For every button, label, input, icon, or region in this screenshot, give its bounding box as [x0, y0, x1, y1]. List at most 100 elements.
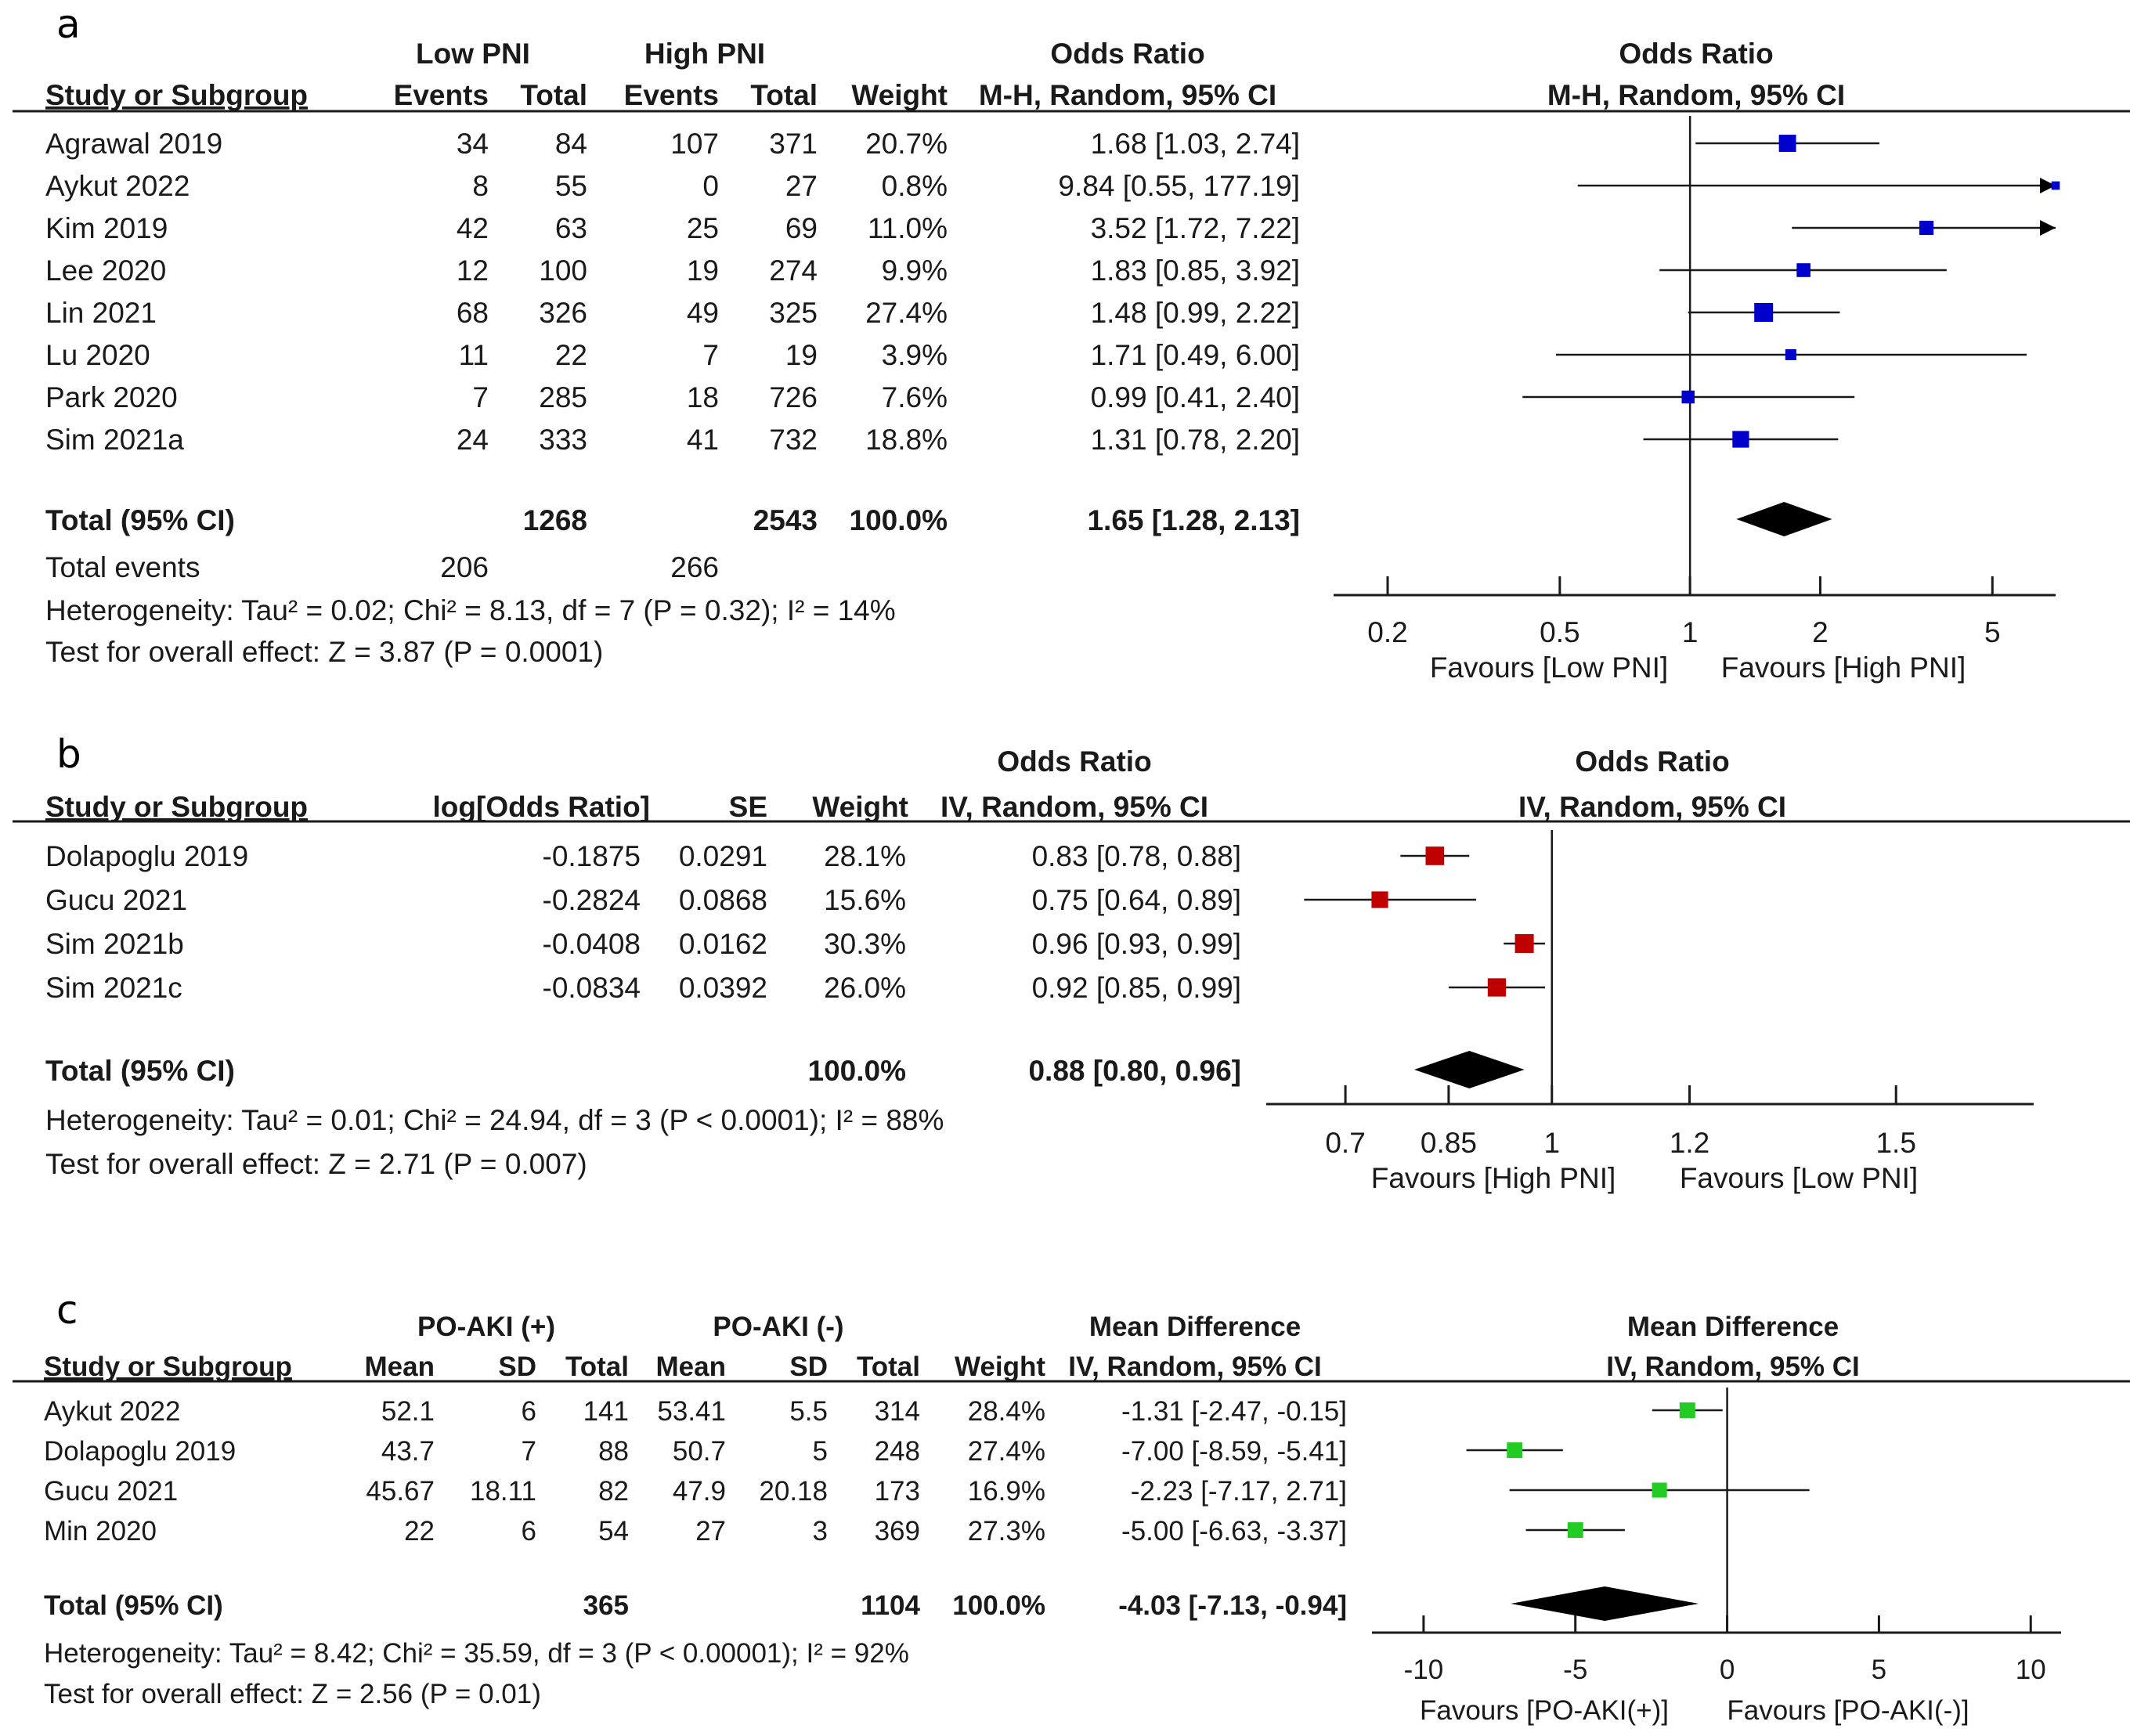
table-row: Lin 2021 68 326 49 325 27.4% 1.48 [0.99, 2.22] [45, 297, 1300, 329]
row-cell: 68 [457, 297, 489, 329]
table-body: Aykut 2022 52.1 6 141 53.41 5.5 314 28.4% -1.31 … [44, 1396, 1347, 1547]
favours-right-label: Favours [Low PNI] [1680, 1162, 1918, 1194]
row-cell: 100 [539, 254, 587, 287]
row-cell: 27 [785, 170, 818, 202]
effect-subheader: M-H, Random, 95% CI [979, 79, 1276, 111]
axis-tick-label: 5 [1872, 1655, 1886, 1685]
row-cell: 0.0392 [679, 972, 767, 1004]
favours-left-label: Favours [High PNI] [1371, 1162, 1616, 1194]
column-header: Events [624, 79, 719, 111]
table-header: Study or Subgroup log[Odds Ratio] SE Weight… [45, 745, 1786, 823]
panel-b: b Study or Subgroup log[Odds Ratio] SE Weigh… [13, 731, 2130, 1194]
study-marker-1 [1652, 1402, 1723, 1418]
table-row: Agrawal 2019 34 84 107 371 20.7% 1.68 [1.03, 2… [45, 128, 1300, 160]
row-cell: 12 [457, 254, 489, 287]
table-row: Park 2020 7 285 18 726 7.6% 0.99 [0.41, 2.40] [45, 381, 1300, 413]
axis-tick-label: 0.7 [1325, 1127, 1365, 1159]
table-row: Aykut 2022 8 55 0 27 0.8% 9.84 [0.55, 177.19] [45, 170, 1300, 202]
row-cell: 371 [769, 128, 818, 160]
table-row: Sim 2021b -0.0408 0.0162 30.3% 0.96 [0.93, 0… [45, 928, 1241, 960]
plot-header: Mean Difference [1627, 1312, 1839, 1342]
study-name: Aykut 2022 [45, 170, 190, 202]
row-cell: 15.6% [824, 884, 906, 916]
row-cell: 88 [598, 1436, 629, 1467]
study-marker-4 [1525, 1522, 1625, 1538]
row-cell: 285 [539, 381, 587, 413]
point-estimate-square [1679, 1402, 1695, 1418]
row-cell: 19 [785, 339, 818, 371]
study-marker-2 [1577, 178, 2060, 193]
row-cell: 325 [769, 297, 818, 329]
panel-c: c PO-AKI (+) PO-AKI (-) Study or Subgroup Me… [13, 1287, 2130, 1726]
axis-tick-label: 1.5 [1875, 1127, 1915, 1159]
total-cell: 2543 [753, 504, 818, 536]
pooled-diamond [1511, 1586, 1699, 1621]
row-cell: 34 [457, 128, 489, 160]
study-marker-3 [1504, 934, 1545, 953]
row-cell: 0.0162 [679, 928, 767, 960]
row-cell: 173 [875, 1476, 920, 1507]
study-name: Kim 2019 [45, 212, 168, 244]
row-cell: 30.3% [824, 928, 906, 960]
row-cell: -0.1875 [543, 840, 641, 872]
group-header: PO-AKI (+) [417, 1312, 555, 1342]
plot-header: Odds Ratio [1619, 38, 1773, 70]
row-cell: 5 [813, 1436, 828, 1467]
point-estimate-square [1567, 1522, 1583, 1538]
row-cell: 42 [457, 212, 489, 244]
point-estimate-square [1919, 220, 1934, 236]
table-row: Kim 2019 42 63 25 69 11.0% 3.52 [1.72, 7.22] [45, 212, 1300, 244]
row-cell: 248 [875, 1436, 920, 1467]
heterogeneity-text: Heterogeneity: Tau² = 0.01; Chi² = 24.94… [45, 1104, 944, 1136]
column-header: Weight [851, 79, 948, 111]
column-header: Events [394, 79, 489, 111]
study-name: Min 2020 [44, 1516, 157, 1547]
axis-tick-label: 1.2 [1670, 1127, 1709, 1159]
row-cell: 43.7 [381, 1436, 435, 1467]
row-cell: 24 [457, 424, 489, 456]
row-cell: 84 [555, 128, 587, 160]
effect-ci-text: 0.83 [0.78, 0.88] [1032, 840, 1241, 872]
column-header: Weight [955, 1352, 1045, 1382]
study-marker-6 [1556, 348, 2027, 361]
total-ci-text: -4.03 [-7.13, -0.94] [1118, 1590, 1347, 1621]
study-marker-2 [1304, 891, 1477, 908]
table-row: Gucu 2021 -0.2824 0.0868 15.6% 0.75 [0.64, 0… [45, 884, 1241, 916]
point-estimate-square [1785, 348, 1796, 361]
point-estimate-square [1778, 135, 1796, 152]
effect-subheader: IV, Random, 95% CI [1068, 1352, 1322, 1382]
column-header: log[Odds Ratio] [433, 791, 650, 823]
row-cell: 82 [598, 1476, 629, 1507]
axis-tick-label: 1 [1682, 616, 1699, 648]
total-label: Total (95% CI) [45, 504, 235, 536]
column-header: Mean [656, 1352, 726, 1382]
table-row: Sim 2021c -0.0834 0.0392 26.0% 0.92 [0.85, 0… [45, 972, 1241, 1004]
ci-arrow [2040, 220, 2056, 236]
table-row: Dolapoglu 2019 -0.1875 0.0291 28.1% 0.83 [0.… [45, 840, 1241, 872]
column-header: Total [565, 1352, 629, 1382]
effect-ci-text: 0.99 [0.41, 2.40] [1091, 381, 1300, 413]
row-cell: 5.5 [789, 1396, 828, 1427]
panel-letter: c [56, 1287, 78, 1333]
effect-ci-text: 9.84 [0.55, 177.19] [1058, 170, 1300, 202]
axis-tick-label: 0.5 [1540, 616, 1579, 648]
row-cell: 11 [459, 339, 489, 371]
total-row: Total (95% CI) 1268 2543 100.0% 1.65 [1.28, … [45, 504, 1300, 536]
favours-left-label: Favours [Low PNI] [1430, 651, 1668, 684]
study-marker-2 [1466, 1442, 1563, 1458]
total-cell: 100.0% [808, 1055, 907, 1087]
effect-ci-text: 1.31 [0.78, 2.20] [1091, 424, 1300, 456]
effect-ci-text: 0.92 [0.85, 0.99] [1032, 972, 1241, 1004]
column-header: Total [857, 1352, 920, 1382]
total-cell: 365 [583, 1590, 629, 1621]
row-cell: 18.8% [865, 424, 948, 456]
panel-letter: b [56, 731, 81, 777]
axis-tick-label: -5 [1563, 1655, 1587, 1685]
effect-ci-text: -7.00 [-8.59, -5.41] [1121, 1436, 1347, 1467]
table-row: Dolapoglu 2019 43.7 7 88 50.7 5 248 27.4% -7.00 … [44, 1436, 1347, 1467]
table-row: Sim 2021a 24 333 41 732 18.8% 1.31 [0.78, 2.20… [45, 424, 1300, 456]
row-cell: 54 [598, 1516, 629, 1547]
row-cell: 333 [539, 424, 587, 456]
study-name: Park 2020 [45, 381, 178, 413]
point-estimate-square [1732, 431, 1749, 448]
